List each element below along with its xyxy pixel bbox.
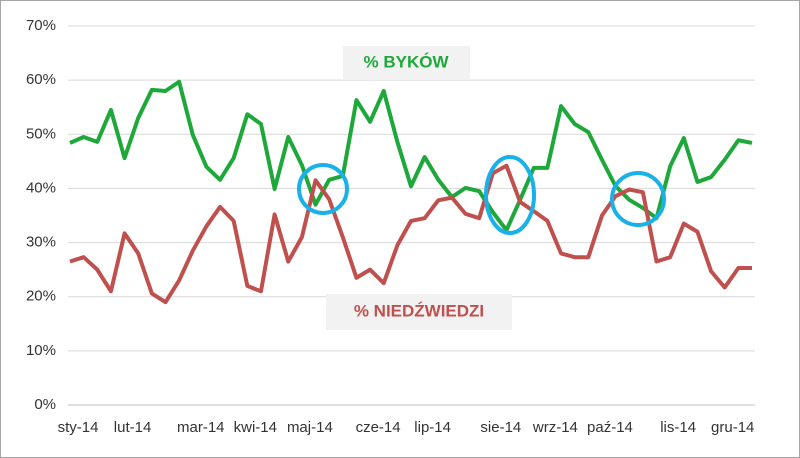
series — [69, 79, 753, 305]
x-tick-label: lut-14 — [114, 419, 152, 436]
y-tick-label: 40% — [26, 179, 56, 196]
y-tick-label: 60% — [26, 71, 56, 88]
x-tick-label: sie-14 — [480, 419, 521, 436]
highlight-circle — [297, 163, 349, 215]
series-label: % NIEDŹWIEDZI — [354, 301, 484, 320]
label-box — [326, 294, 512, 330]
highlight-circles — [297, 155, 666, 235]
highlight-circle — [610, 171, 666, 227]
x-tick-label: lis-14 — [660, 419, 696, 436]
grid — [68, 25, 755, 406]
series-line — [69, 79, 753, 233]
x-tick-label: cze-14 — [356, 419, 401, 436]
x-tick-label: mar-14 — [177, 419, 225, 436]
y-tick-label: 0% — [34, 396, 56, 413]
x-tick-label: sty-14 — [58, 419, 99, 436]
y-tick-label: 30% — [26, 234, 56, 251]
x-tick-label: kwi-14 — [234, 419, 277, 436]
series-line — [69, 163, 752, 305]
x-tick-label: lip-14 — [414, 419, 451, 436]
series-label: % BYKÓW — [364, 52, 450, 71]
y-tick-label: 50% — [26, 125, 56, 142]
y-tick-label: 20% — [26, 288, 56, 305]
x-tick-label: wrz-14 — [532, 419, 578, 436]
y-tick-label: 70% — [26, 17, 56, 34]
y-tick-label: 10% — [26, 342, 56, 359]
highlight-circle — [484, 155, 536, 235]
x-tick-label: maj-14 — [287, 419, 333, 436]
x-tick-label: gru-14 — [711, 419, 754, 436]
label-box — [343, 46, 470, 80]
x-tick-label: paź-14 — [587, 419, 633, 436]
